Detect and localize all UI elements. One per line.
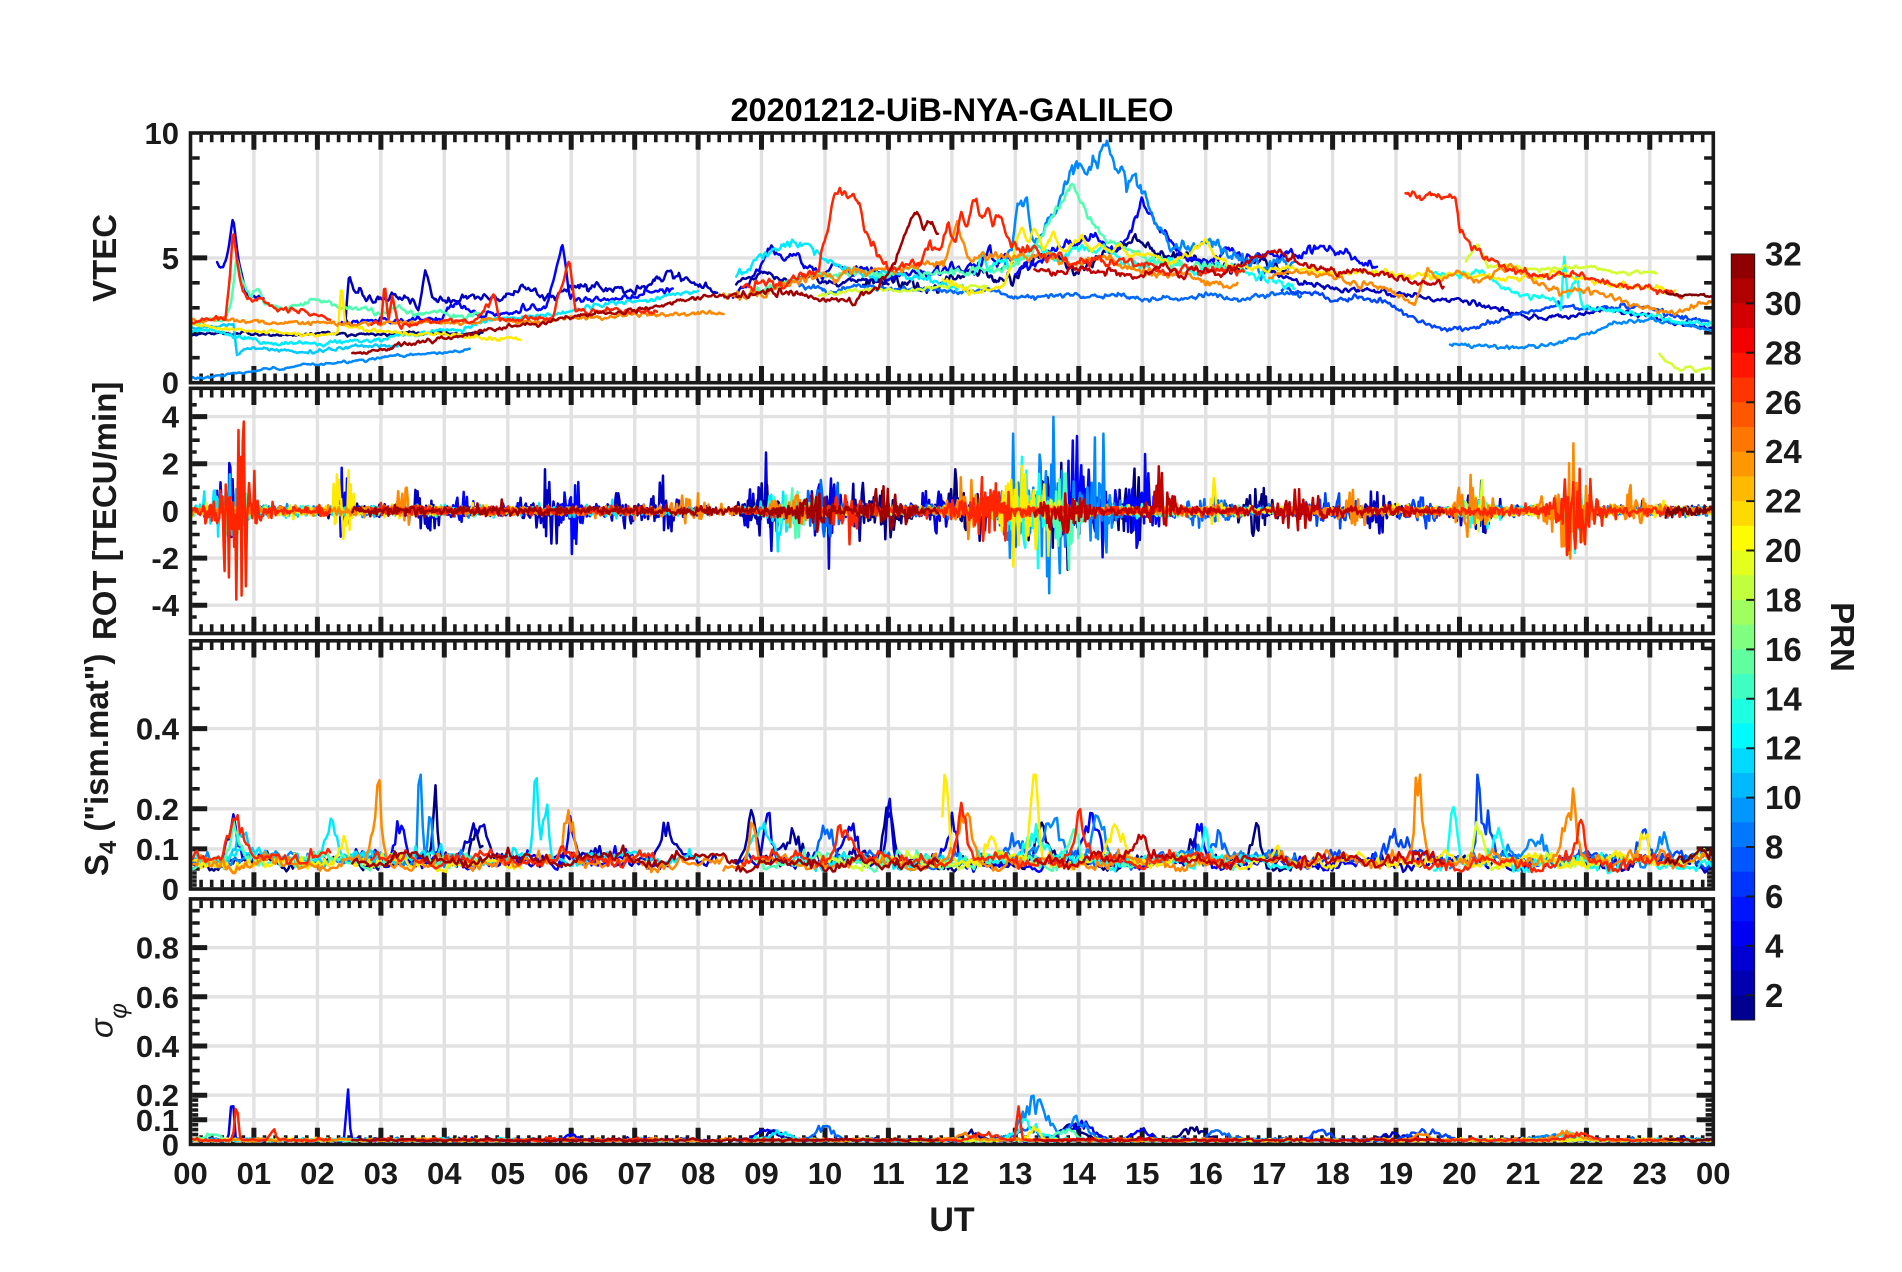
- svg-text:-2: -2: [151, 541, 179, 576]
- svg-text:00: 00: [173, 1156, 207, 1191]
- svg-text:11: 11: [872, 1156, 905, 1191]
- svg-text:2: 2: [1765, 977, 1783, 1014]
- svg-text:16: 16: [1765, 631, 1802, 668]
- svg-text:03: 03: [364, 1156, 398, 1191]
- svg-text:0.4: 0.4: [136, 712, 180, 747]
- svg-text:UT: UT: [929, 1201, 975, 1239]
- svg-text:10: 10: [1765, 779, 1802, 816]
- svg-text:08: 08: [681, 1156, 715, 1191]
- svg-text:0.4: 0.4: [136, 1029, 180, 1064]
- svg-text:2: 2: [162, 447, 179, 482]
- svg-text:14: 14: [1062, 1156, 1097, 1191]
- svg-text:0.2: 0.2: [136, 792, 179, 827]
- svg-text:-4: -4: [151, 588, 179, 623]
- svg-text:6: 6: [1765, 878, 1783, 915]
- svg-text:0: 0: [162, 366, 179, 401]
- svg-text:28: 28: [1765, 334, 1802, 371]
- svg-text:0.2: 0.2: [136, 1078, 179, 1113]
- svg-text:09: 09: [744, 1156, 778, 1191]
- svg-text:VTEC: VTEC: [86, 214, 123, 302]
- svg-text:0.1: 0.1: [136, 1103, 179, 1138]
- svg-text:15: 15: [1125, 1156, 1159, 1191]
- svg-text:14: 14: [1765, 680, 1802, 717]
- svg-text:05: 05: [491, 1156, 525, 1191]
- svg-text:07: 07: [617, 1156, 651, 1191]
- svg-text:13: 13: [998, 1156, 1032, 1191]
- svg-text:PRN: PRN: [1824, 602, 1861, 672]
- svg-text:20201212-UiB-NYA-GALILEO: 20201212-UiB-NYA-GALILEO: [730, 92, 1173, 128]
- svg-text:18: 18: [1315, 1156, 1349, 1191]
- svg-text:8: 8: [1765, 829, 1783, 866]
- svg-text:02: 02: [300, 1156, 334, 1191]
- svg-text:10: 10: [808, 1156, 842, 1191]
- svg-text:4: 4: [162, 400, 180, 435]
- svg-text:06: 06: [554, 1156, 588, 1191]
- svg-text:20: 20: [1442, 1156, 1476, 1191]
- svg-text:0: 0: [162, 1127, 179, 1162]
- svg-text:32: 32: [1765, 236, 1802, 273]
- svg-text:18: 18: [1765, 581, 1802, 618]
- svg-text:0.1: 0.1: [136, 832, 179, 867]
- svg-text:23: 23: [1633, 1156, 1667, 1191]
- svg-text:12: 12: [1765, 730, 1802, 767]
- svg-text:22: 22: [1765, 483, 1802, 520]
- svg-text:30: 30: [1765, 285, 1802, 322]
- svg-text:22: 22: [1569, 1156, 1603, 1191]
- svg-text:20: 20: [1765, 532, 1802, 569]
- svg-text:0.6: 0.6: [136, 980, 179, 1015]
- svg-text:0.8: 0.8: [136, 931, 179, 966]
- svg-text:01: 01: [237, 1156, 271, 1191]
- svg-text:26: 26: [1765, 384, 1802, 421]
- svg-text:24: 24: [1765, 433, 1802, 470]
- svg-text:4: 4: [1765, 927, 1784, 964]
- svg-text:10: 10: [145, 116, 179, 151]
- svg-text:12: 12: [935, 1156, 969, 1191]
- svg-text:16: 16: [1188, 1156, 1222, 1191]
- svg-text:21: 21: [1506, 1156, 1540, 1191]
- svg-text:04: 04: [427, 1156, 462, 1191]
- svg-text:5: 5: [162, 241, 179, 276]
- svg-text:19: 19: [1379, 1156, 1413, 1191]
- svg-text:0: 0: [162, 872, 179, 907]
- svg-text:ROT [TECU/min]: ROT [TECU/min]: [86, 382, 123, 640]
- svg-text:0: 0: [162, 494, 179, 529]
- svg-text:17: 17: [1252, 1156, 1286, 1191]
- svg-text:S4 ("ism.mat"): S4 ("ism.mat"): [78, 654, 122, 877]
- svg-text:00: 00: [1696, 1156, 1730, 1191]
